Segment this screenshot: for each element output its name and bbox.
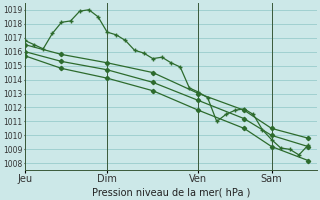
X-axis label: Pression niveau de la mer( hPa ): Pression niveau de la mer( hPa ): [92, 187, 250, 197]
